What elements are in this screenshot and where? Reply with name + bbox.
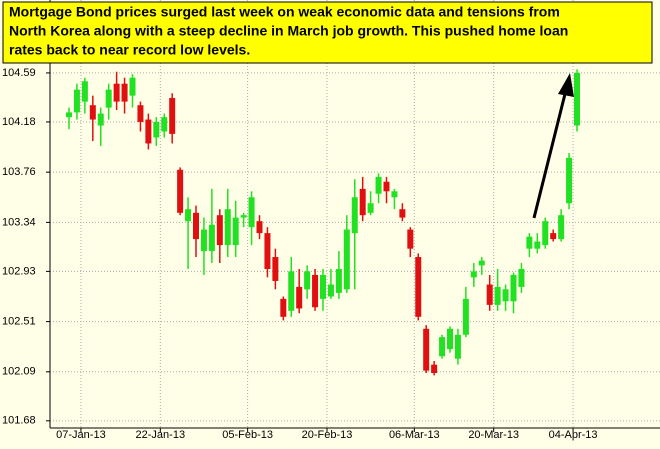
candle-body: [383, 181, 390, 192]
candle-body: [343, 229, 350, 290]
candle-body: [312, 274, 319, 308]
candle-body: [494, 286, 501, 305]
candle-body: [81, 81, 88, 102]
candle-body: [296, 286, 303, 309]
candle-body: [97, 113, 104, 126]
y-tick-label: 104.18: [2, 116, 36, 128]
candle-body: [351, 197, 358, 234]
candle-body: [224, 209, 231, 246]
x-tick-label: 22-Jan-13: [136, 429, 186, 441]
annotation-line: North Korea along with a steep decline i…: [9, 23, 568, 39]
candle-body: [304, 271, 311, 290]
candle-body: [407, 229, 414, 249]
plot-area: 101.68 102.09 102.51 102.93 103.34 103.76 104.…: [2, 0, 660, 441]
candle-body: [256, 221, 263, 234]
candle-body: [526, 236, 533, 249]
candle-body: [216, 215, 223, 246]
candle-body: [470, 271, 477, 278]
candle-body: [454, 334, 461, 359]
y-tick-label: 101.68: [2, 415, 36, 427]
x-tick-label: 06-Mar-13: [389, 429, 440, 441]
candle-body: [335, 268, 342, 293]
candle-body: [280, 298, 287, 317]
y-tick-label: 104.59: [2, 67, 36, 79]
candle-body: [534, 241, 541, 249]
candle-body: [439, 337, 446, 357]
candle-body: [272, 257, 279, 281]
candle-body: [193, 212, 199, 240]
candle-body: [574, 72, 580, 126]
candle-body: [550, 233, 557, 240]
candle-body: [153, 121, 160, 138]
candle-body: [375, 176, 382, 194]
candle-body: [518, 268, 525, 287]
arrow-head: [558, 73, 574, 97]
candle-body: [391, 191, 398, 198]
candle-body: [566, 157, 573, 204]
candle-body: [415, 257, 422, 317]
candle-body: [169, 98, 176, 134]
candle-body: [177, 169, 184, 213]
candle-body: [399, 209, 406, 218]
arrow-shaft: [532, 89, 568, 219]
annotation-box: [2, 1, 653, 64]
candle-body: [502, 289, 509, 302]
candle-body: [510, 274, 517, 302]
candle-body: [288, 271, 295, 311]
candle-body: [89, 105, 96, 120]
x-tick-label: 04-Apr-13: [549, 429, 598, 441]
candle-body: [320, 274, 326, 299]
candle-body: [129, 77, 136, 96]
y-tick-label: 103.76: [2, 166, 36, 178]
candle-body: [66, 112, 72, 118]
candle-body: [185, 209, 192, 222]
candle-body: [542, 221, 549, 246]
candle-body: [447, 328, 453, 350]
annotation-line: Mortgage Bond prices surged last week on…: [9, 4, 560, 20]
candle-body: [137, 105, 144, 122]
x-tick-label: 20-Feb-13: [302, 429, 353, 441]
candle-body: [113, 83, 120, 102]
x-tick-label: 07-Jan-13: [56, 429, 106, 441]
candle-body: [359, 188, 366, 216]
candle-body: [478, 260, 485, 266]
candle-body: [558, 215, 565, 240]
x-tick-label: 05-Feb-13: [222, 429, 273, 441]
candle-body: [145, 119, 152, 144]
candle-body: [248, 197, 255, 228]
candle-body: [462, 298, 469, 335]
candle-body: [161, 117, 168, 132]
y-tick-label: 102.09: [2, 366, 36, 378]
candle-body: [486, 284, 493, 305]
candle-body: [327, 284, 334, 297]
candle-body: [264, 233, 271, 269]
candle-body: [200, 229, 207, 252]
candle-body: [73, 89, 80, 113]
y-tick-label: 102.51: [2, 316, 36, 328]
candle-body: [423, 328, 430, 371]
candle-body: [105, 89, 112, 108]
candle-body: [431, 364, 438, 374]
y-tick-label: 103.34: [2, 216, 36, 228]
candle-body: [367, 203, 374, 213]
y-tick-label: 102.93: [2, 265, 36, 277]
candle-body: [208, 224, 215, 252]
candle-body: [240, 215, 247, 218]
candle-body: [232, 217, 239, 246]
x-tick-label: 20-Mar-13: [468, 429, 519, 441]
candle-body: [121, 83, 128, 102]
annotation-line: rates back to near record low levels.: [9, 42, 250, 58]
